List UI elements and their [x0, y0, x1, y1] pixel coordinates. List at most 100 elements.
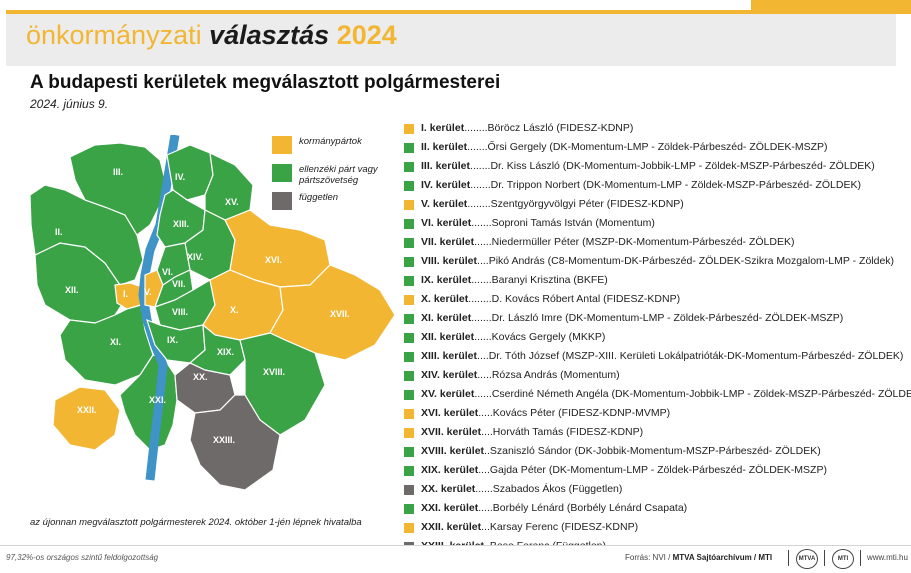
district-entry: VIII. kerület....Pikó András (C8-Momentu… [421, 255, 894, 267]
website-link[interactable]: www.mti.hu [867, 553, 908, 562]
map-labels: I. II. III. IV. V. VI. VII. VIII. IX. X. XI. XII. XI… [55, 167, 350, 445]
district-entry: XIV. kerület.....Rózsa András (Momentum) [421, 369, 620, 381]
map-district-label: XVI. [265, 255, 282, 265]
party-color-swatch [404, 219, 414, 229]
district-entry: II. kerület.......Őrsi Gergely (DK-Momen… [421, 141, 828, 153]
district-entry: VI. kerület.......Soproni Tamás István (… [421, 217, 655, 229]
district-entry: XXII. kerület...Karsay Ferenc (FIDESZ-KD… [421, 521, 638, 533]
leader-dots: ...... [474, 331, 492, 343]
district-name: VII. kerület [421, 236, 475, 248]
election-date: 2024. június 9. [30, 97, 109, 111]
map-district-label: XIX. [217, 347, 234, 357]
mti-logo-icon: MTI [832, 549, 854, 569]
leader-dots: .... [477, 255, 489, 267]
processing-status: 97,32%-os országos szintű feldolgozottsá… [6, 553, 159, 562]
district-entry: XVI. kerület.....Kovács Péter (FIDESZ-KD… [421, 407, 670, 419]
leader-dots: ....... [467, 141, 488, 153]
mayor-name: Dr. Kiss László (DK-Momentum-Jobbik-LMP … [490, 160, 875, 172]
district-name: XIX. kerület [421, 464, 479, 476]
leader-dots: ....... [470, 179, 491, 191]
banner-title-dark: választás [209, 20, 330, 50]
party-color-swatch [404, 485, 414, 495]
leader-dots: .. [484, 445, 490, 457]
map-district-label: V. [144, 287, 152, 297]
district-entry: V. kerület........Szentgyörgyvölgyi Péte… [421, 198, 684, 210]
district-name: XVII. kerület [421, 426, 482, 438]
district-entry: XIII. kerület....Dr. Tóth József (MSZP-X… [421, 350, 903, 362]
map-district-label: XV. [225, 197, 239, 207]
mayor-name: Szaniszló Sándor (DK-Jobbik-Momentum-MSZ… [489, 445, 821, 457]
district-entry: XIX. kerület....Gajda Péter (DK-Momentum… [421, 464, 827, 476]
leader-dots: ..... [477, 369, 492, 381]
district-name: XV. kerület [421, 388, 475, 400]
party-color-swatch [404, 295, 414, 305]
footer-divider [824, 550, 825, 566]
leader-dots: ... [481, 521, 490, 533]
leader-dots: .... [478, 464, 490, 476]
map-district-label: VIII. [172, 307, 188, 317]
map-district-label: XVIII. [263, 367, 285, 377]
mayor-name: Dr. László Imre (DK-Momentum-LMP - Zölde… [491, 312, 844, 324]
district-entry: XXI. kerület.....Borbély Lénárd (Borbély… [421, 502, 687, 514]
party-color-swatch [404, 238, 414, 248]
district-entry: XVII. kerület....Horváth Tamás (FIDESZ-K… [421, 426, 643, 438]
district-entry: IX. kerület.......Baranyi Krisztina (BKF… [421, 274, 608, 286]
leader-dots: ...... [474, 236, 492, 248]
mayor-name: Karsay Ferenc (FIDESZ-KDNP) [489, 521, 639, 533]
map-district-label: XIV. [187, 252, 203, 262]
leader-dots: ....... [471, 217, 492, 229]
legend-swatch-kormanypartok [272, 136, 292, 154]
map-district-label: I. [123, 289, 128, 299]
party-color-swatch [404, 276, 414, 286]
district-XV[interactable] [204, 151, 254, 221]
mayor-name: Szabados Ákos (Független) [492, 483, 623, 495]
district-name: IX. kerület [421, 274, 472, 286]
banner-title-year: 2024 [336, 20, 397, 50]
district-name: V. kerület [421, 198, 468, 210]
district-entry: III. kerület.......Dr. Kiss László (DK-M… [421, 160, 875, 172]
district-name: XXI. kerület [421, 502, 479, 514]
party-color-swatch [404, 428, 414, 438]
district-entry: VII. kerület......Niedermüller Péter (MS… [421, 236, 794, 248]
district-XXIII[interactable] [189, 394, 281, 491]
party-color-swatch [404, 523, 414, 533]
district-name: XVIII. kerület [421, 445, 485, 457]
district-name: XIV. kerület [421, 369, 478, 381]
district-name: XII. kerület [421, 331, 475, 343]
party-color-swatch [404, 409, 414, 419]
district-name: I. kerület [421, 122, 465, 134]
party-color-swatch [404, 352, 414, 362]
district-name: VI. kerület [421, 217, 472, 229]
page-title: A budapesti kerületek megválasztott polg… [30, 72, 501, 93]
source-bold: MTVA Sajtóarchívum / MTI [672, 553, 773, 562]
mayor-name: Szentgyörgyvölgyi Péter (FIDESZ-KDNP) [490, 198, 684, 210]
leader-dots: ....... [470, 160, 491, 172]
mayor-name: Cserdiné Németh Angéla (DK-Momentum-Jobb… [491, 388, 911, 400]
mayor-name: Dr. Trippon Norbert (DK-Momentum-LMP - Z… [490, 179, 861, 191]
legend-label: ellenzéki párt vagy pártszövetség [299, 164, 378, 186]
district-name: XXII. kerület [421, 521, 482, 533]
party-color-swatch [404, 143, 414, 153]
leader-dots: ...... [474, 388, 492, 400]
map-district-label: XVII. [330, 309, 350, 319]
source-prefix: Forrás: NVI / [625, 553, 673, 562]
district-entry: XI. kerület.......Dr. László Imre (DK-Mo… [421, 312, 843, 324]
party-color-swatch [404, 390, 414, 400]
map-district-label: XXI. [149, 395, 166, 405]
district-XXII[interactable] [52, 386, 121, 451]
party-color-swatch [404, 162, 414, 172]
budapest-district-map: I. II. III. IV. V. VI. VII. VIII. IX. X. XI. XII. XI… [29, 135, 396, 491]
map-district-label: VI. [162, 267, 173, 277]
leader-dots: .... [477, 350, 489, 362]
district-III[interactable] [69, 142, 166, 236]
map-district-label: IV. [175, 172, 185, 182]
party-color-swatch [404, 466, 414, 476]
party-color-swatch [404, 200, 414, 210]
map-district-label: XXII. [77, 405, 97, 415]
legend-item-kormanypartok: kormánypártok [272, 132, 392, 160]
banner-title: önkormányzati választás 2024 [26, 20, 397, 51]
map-district-label: XX. [193, 372, 208, 382]
district-II[interactable] [29, 184, 144, 286]
district-entry: IV. kerület.......Dr. Trippon Norbert (D… [421, 179, 861, 191]
district-XVIII[interactable] [239, 332, 326, 436]
